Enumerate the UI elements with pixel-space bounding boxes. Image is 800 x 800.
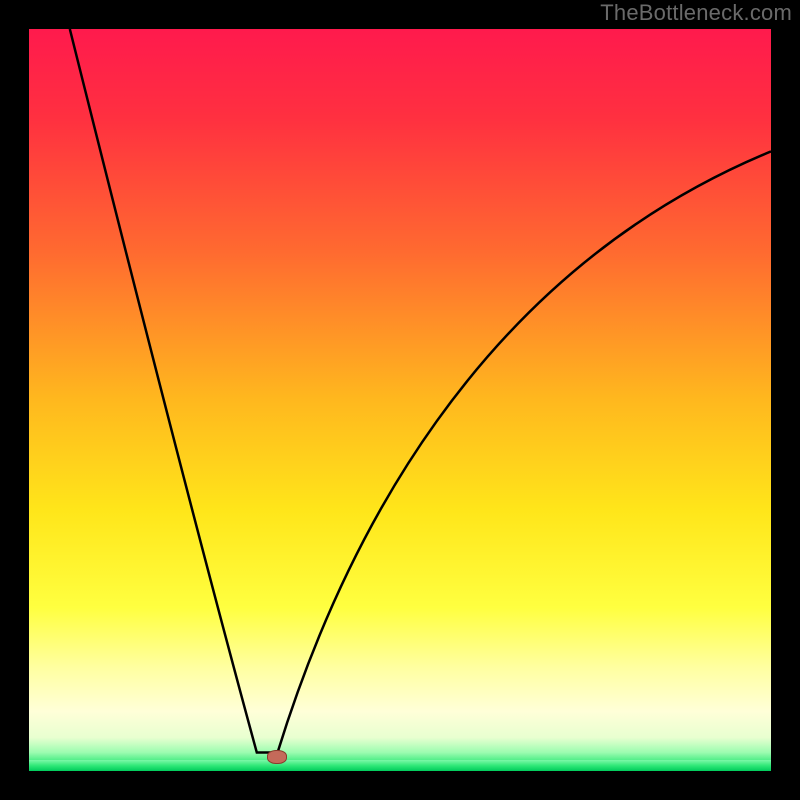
watermark-text: TheBottleneck.com — [600, 0, 792, 26]
plot-area — [29, 29, 771, 771]
bottleneck-curve — [29, 29, 771, 771]
chart-frame: TheBottleneck.com — [0, 0, 800, 800]
optimum-marker — [267, 750, 287, 764]
curve-path — [70, 29, 771, 752]
